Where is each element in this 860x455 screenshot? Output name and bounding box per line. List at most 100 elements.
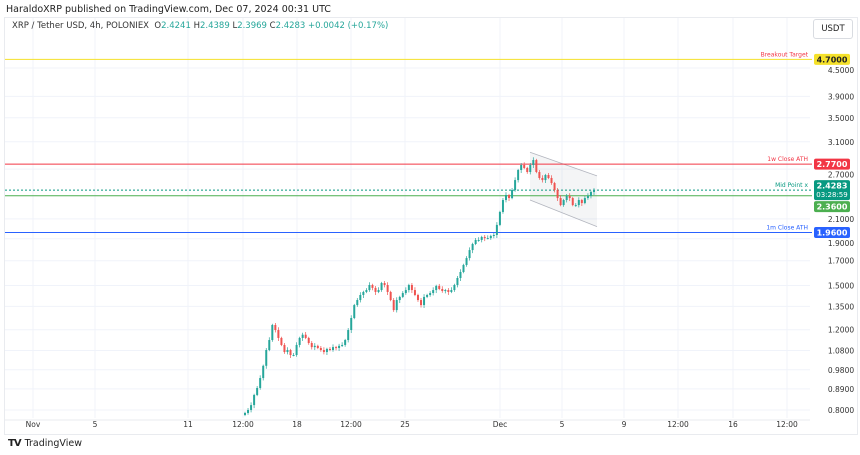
candle-body [268, 340, 271, 351]
price-tag-value: 2.4283 [817, 182, 848, 191]
price-tag-value: 2.3600 [817, 203, 848, 212]
candle-body [447, 290, 450, 292]
candle-body [495, 224, 498, 235]
candle-body [544, 175, 547, 181]
candle-body [304, 334, 307, 338]
candle-body [295, 344, 298, 356]
candle-body [322, 350, 325, 353]
open-value: 2.4241 [161, 21, 191, 31]
y-tick-label: 2.7000 [828, 171, 854, 180]
channel-bottom-line [529, 199, 598, 227]
candle-body [550, 177, 553, 184]
candle-body [532, 160, 535, 165]
candle-body [444, 290, 447, 292]
change-value: +0.0042 (+0.17%) [308, 21, 389, 31]
y-tick-label: 1.2000 [828, 326, 854, 335]
candle-body [589, 191, 592, 196]
candle-body [244, 412, 246, 415]
currency-button[interactable]: USDT [813, 19, 853, 39]
x-tick-label: 5 [93, 420, 98, 429]
candle-body [404, 290, 407, 294]
candle-body [574, 205, 577, 207]
y-tick-label: 1.0800 [828, 347, 854, 356]
candle-body [395, 300, 398, 311]
candle-body [250, 405, 253, 410]
candle-body [413, 290, 416, 295]
candle-body [586, 195, 589, 199]
x-tick-label: 18 [292, 420, 302, 429]
countdown-timer: 03:28:59 [816, 191, 847, 199]
level-label: Breakout Target [761, 51, 809, 58]
candle-body [498, 211, 501, 225]
y-tick-label: 0.8000 [828, 406, 854, 415]
candle-body [301, 334, 304, 338]
x-tick-label: Dec [493, 420, 508, 429]
chart-frame [4, 17, 858, 435]
candle-body [580, 200, 583, 204]
low-label: L [232, 21, 238, 31]
candle-body [398, 296, 401, 301]
close-label: C [269, 21, 276, 31]
candle-body [380, 283, 383, 291]
candle-body [541, 177, 544, 181]
price-tag [814, 201, 850, 213]
candle-body [459, 271, 462, 279]
candle-body [565, 195, 568, 201]
candle-body [468, 250, 471, 259]
x-tick-label: 9 [622, 420, 627, 429]
candle-body [523, 164, 526, 168]
price-tag-value: 2.7700 [817, 160, 848, 169]
x-tick-label: 11 [183, 420, 193, 429]
candle-body [435, 285, 438, 291]
candle-body [568, 195, 571, 199]
candle-body [368, 284, 371, 291]
x-tick-label: 12:00 [776, 420, 798, 429]
candle-body [407, 284, 410, 291]
candle-body [508, 195, 511, 199]
candle-body [310, 343, 313, 348]
candle-body [553, 183, 556, 190]
candle-body [274, 324, 277, 331]
candle-body [480, 236, 483, 240]
candle-body [483, 236, 486, 239]
descending-channel [530, 152, 597, 227]
price-tag-value: 4.7000 [817, 55, 848, 64]
candle-body [338, 345, 341, 349]
x-tick-label: 12:00 [232, 420, 254, 429]
candle-body [253, 394, 256, 406]
candle-body [450, 290, 453, 292]
candle-body [501, 200, 504, 212]
candle-body [350, 318, 353, 331]
candle-body [432, 290, 435, 294]
candle-body [423, 296, 426, 306]
candle-body [456, 278, 459, 285]
x-tick-label: 16 [728, 420, 738, 429]
price-tag [814, 53, 850, 65]
candle-body [289, 350, 292, 356]
candle-body [556, 189, 559, 199]
candle-body [571, 198, 574, 206]
candle-body [547, 175, 550, 178]
candle-body [280, 337, 283, 345]
candle-body [441, 288, 444, 292]
candle-body [356, 300, 359, 306]
price-tag [814, 180, 850, 201]
price-tag-value: 1.9600 [817, 229, 848, 238]
candle-body [292, 355, 295, 357]
symbol-legend: XRP / Tether USD, 4h, POLONIEX O2.4241 H… [12, 21, 388, 31]
candle-body [265, 350, 268, 366]
candle-body [526, 167, 529, 173]
publisher-line: HaraldoXRP published on TradingView.com,… [6, 4, 331, 15]
close-value: 2.4283 [275, 21, 306, 31]
price-tag [814, 227, 850, 239]
candle-body [313, 345, 316, 348]
candle-body [325, 348, 328, 353]
candle-body [283, 344, 286, 353]
y-tick-label: 1.7000 [828, 257, 854, 266]
candle-body [271, 324, 274, 341]
candle-body [386, 284, 389, 292]
high-label: H [193, 21, 200, 31]
candle-body [520, 164, 523, 171]
